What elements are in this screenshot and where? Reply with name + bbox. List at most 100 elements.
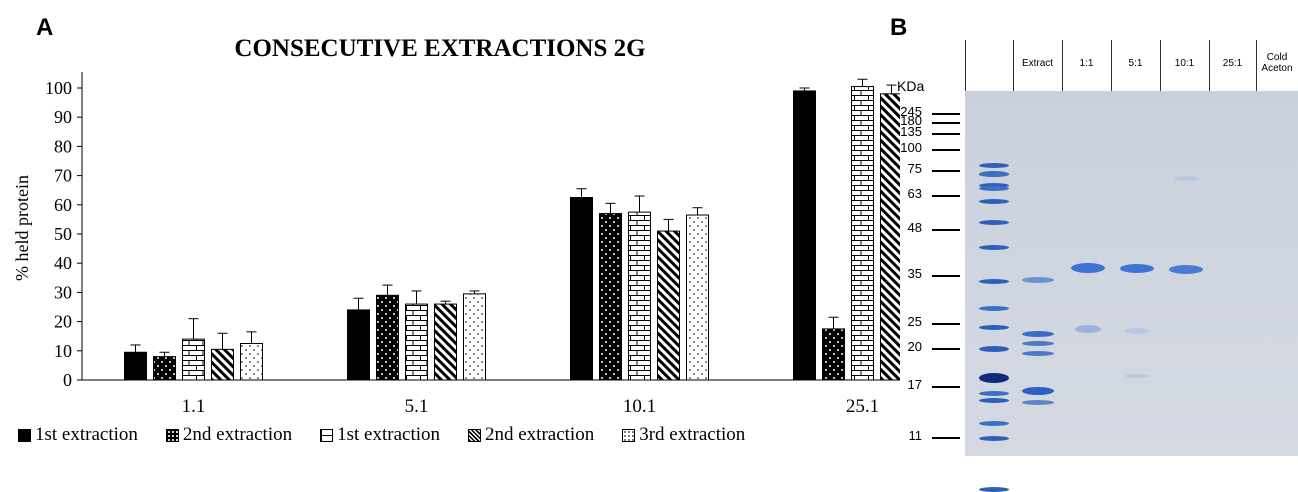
bar bbox=[463, 293, 486, 381]
legend-label: 3rd extraction bbox=[639, 424, 746, 445]
y-tick-label: 0 bbox=[63, 370, 72, 390]
protein-band bbox=[1125, 374, 1149, 378]
lane-divider bbox=[1256, 40, 1257, 91]
protein-band bbox=[979, 163, 1009, 168]
y-tick-label: 60 bbox=[54, 195, 72, 215]
y-tick-label: 40 bbox=[54, 253, 72, 273]
lane-label: Extract bbox=[1021, 58, 1054, 69]
chart-title: CONSECUTIVE EXTRACTIONS 2G bbox=[234, 35, 645, 62]
y-tick-label: 30 bbox=[54, 282, 72, 302]
protein-band bbox=[979, 487, 1009, 492]
marker-tick bbox=[932, 122, 960, 124]
marker-tick bbox=[932, 170, 960, 172]
legend-item: 3rd extraction bbox=[622, 424, 745, 446]
chart-legend: 1st extraction 2nd extraction 1st extracti… bbox=[18, 424, 773, 446]
marker-kda-label: 11 bbox=[908, 428, 923, 443]
bar bbox=[657, 230, 680, 381]
legend-swatch bbox=[468, 428, 481, 442]
panel-a-letter: A bbox=[36, 14, 54, 41]
lane-divider bbox=[1111, 40, 1112, 91]
x-tick-label: 25.1 bbox=[846, 396, 879, 417]
protein-band bbox=[979, 171, 1009, 177]
y-tick-label: 10 bbox=[54, 341, 72, 361]
marker-tick bbox=[932, 348, 960, 350]
protein-band bbox=[979, 373, 1009, 383]
protein-band bbox=[1120, 264, 1154, 273]
marker-kda-label: 35 bbox=[907, 266, 922, 281]
lane-label: 25:1 bbox=[1222, 58, 1243, 69]
protein-band bbox=[1075, 325, 1101, 333]
legend-label: 1st extraction bbox=[337, 424, 440, 445]
protein-band bbox=[979, 398, 1009, 403]
protein-band bbox=[979, 245, 1009, 250]
lane-divider bbox=[1062, 40, 1063, 91]
protein-band bbox=[979, 186, 1009, 191]
marker-kda-label: 180 bbox=[900, 113, 922, 128]
legend-item: 1st extraction bbox=[18, 424, 138, 446]
bar bbox=[211, 348, 234, 381]
y-tick-label: 70 bbox=[54, 166, 72, 186]
protein-band bbox=[1022, 331, 1054, 337]
protein-band bbox=[979, 220, 1009, 225]
protein-band bbox=[1071, 263, 1105, 273]
protein-band bbox=[1022, 400, 1054, 405]
marker-kda-label: 135 bbox=[900, 124, 922, 139]
protein-band bbox=[979, 183, 1009, 188]
marker-tick bbox=[932, 275, 960, 277]
legend-item: 2nd extraction bbox=[165, 424, 293, 446]
protein-band bbox=[979, 391, 1009, 396]
protein-band bbox=[979, 199, 1009, 204]
lane-label: 1:1 bbox=[1079, 58, 1094, 69]
legend-label: 1st extraction bbox=[35, 424, 138, 445]
bar bbox=[153, 356, 176, 381]
protein-band bbox=[979, 436, 1009, 441]
y-tick-label: 80 bbox=[54, 136, 72, 156]
legend-swatch bbox=[165, 428, 179, 442]
marker-kda-label: 48 bbox=[907, 220, 922, 235]
legend-swatch bbox=[18, 428, 31, 442]
y-axis-label: % held protein bbox=[12, 175, 32, 281]
bar bbox=[240, 343, 263, 381]
marker-kda-label: 75 bbox=[907, 161, 922, 176]
bar bbox=[182, 338, 205, 381]
legend-swatch bbox=[320, 428, 334, 442]
marker-kda-label: 100 bbox=[900, 140, 922, 155]
bar bbox=[793, 90, 816, 381]
bar bbox=[851, 86, 874, 381]
y-tick-label: 50 bbox=[54, 224, 72, 244]
marker-kda-label: 17 bbox=[907, 377, 922, 392]
bar bbox=[686, 214, 709, 381]
protein-band bbox=[1174, 176, 1198, 181]
protein-band bbox=[979, 306, 1009, 311]
y-tick-label: 100 bbox=[45, 78, 72, 98]
marker-tick bbox=[932, 323, 960, 325]
protein-band bbox=[979, 279, 1009, 284]
lane-divider bbox=[965, 40, 966, 91]
marker-tick bbox=[932, 386, 960, 388]
marker-tick bbox=[932, 149, 960, 151]
legend-swatch bbox=[622, 428, 636, 442]
bar bbox=[405, 303, 428, 381]
x-tick-label: 5.1 bbox=[405, 396, 429, 417]
marker-tick bbox=[932, 195, 960, 197]
bar bbox=[822, 328, 845, 381]
legend-label: 2nd extraction bbox=[182, 424, 293, 445]
lane-divider bbox=[1160, 40, 1161, 91]
bar bbox=[434, 303, 457, 381]
y-tick-label: 20 bbox=[54, 312, 72, 332]
x-tick-label: 10.1 bbox=[623, 396, 656, 417]
protein-band bbox=[979, 346, 1009, 352]
marker-kda-label: 25 bbox=[907, 314, 922, 329]
lane-divider bbox=[1209, 40, 1210, 91]
marker-tick bbox=[932, 113, 960, 115]
bar bbox=[570, 197, 593, 381]
bar bbox=[599, 213, 622, 381]
lane-label: 10:1 bbox=[1174, 58, 1195, 69]
gel-header bbox=[965, 40, 1298, 91]
protein-band bbox=[1022, 351, 1054, 356]
marker-kda-label: 20 bbox=[907, 339, 922, 354]
kda-label: KDa bbox=[897, 78, 925, 94]
marker-kda-label: 63 bbox=[907, 186, 922, 201]
x-tick-label: 1.1 bbox=[182, 396, 206, 417]
panel-b-letter: B bbox=[890, 14, 908, 41]
